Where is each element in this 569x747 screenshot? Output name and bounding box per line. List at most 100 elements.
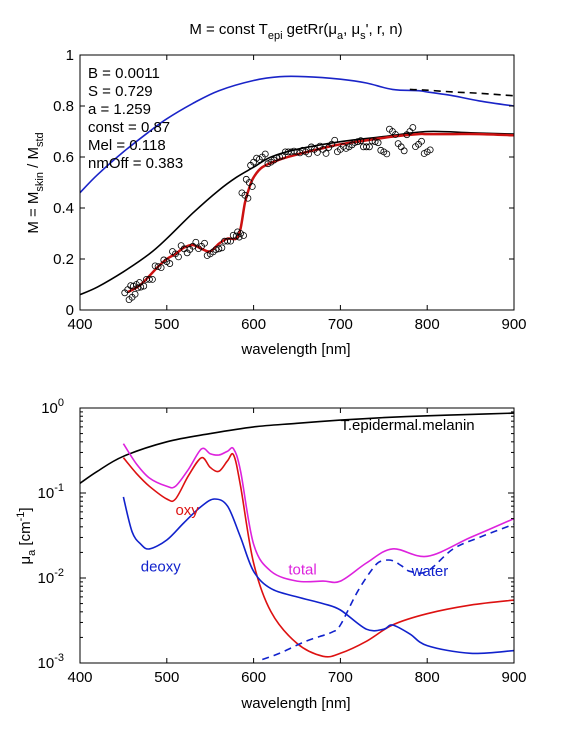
data-point <box>201 239 208 247</box>
y-tick-label: 0.2 <box>53 251 74 268</box>
data-point <box>403 131 411 139</box>
figure-title: M = const Tepi getRr(μa, μs', r, n) <box>189 21 402 42</box>
data-point <box>322 149 330 157</box>
data-point <box>374 139 382 147</box>
data-point <box>121 289 129 297</box>
bottom-plot-area: T.epidermal.melanin oxy deoxy total water 400… <box>38 397 527 686</box>
data-point <box>276 153 284 161</box>
data-point <box>418 137 425 145</box>
x-tick-label: 500 <box>154 669 179 686</box>
data-point <box>325 144 333 151</box>
x-tick-label: 900 <box>501 316 526 333</box>
x-tick-label: 800 <box>415 316 440 333</box>
top-y-axis-label: M = Mskin / Mstd <box>25 132 46 233</box>
series-label: total <box>288 561 316 578</box>
data-point <box>203 252 211 259</box>
data-point <box>235 233 243 241</box>
plot-frame <box>79 407 515 664</box>
data-point <box>360 143 367 151</box>
data-point <box>313 148 321 156</box>
top-plot-area: 400 500 600 700 800 900 0 0.2 0.4 0.6 0.8 1 <box>53 47 526 333</box>
data-point <box>234 228 241 236</box>
oxy-line <box>122 452 514 658</box>
bottom-x-axis-label: wavelength [nm] <box>240 695 350 712</box>
x-tick-label: 600 <box>241 316 266 333</box>
y-tick-label: 10-2 <box>38 567 64 587</box>
data-point <box>218 244 226 252</box>
bottom-y-axis-label: μa [cm-1] <box>15 507 38 564</box>
data-point <box>151 262 159 270</box>
bottom-chart: T.epidermal.melanin oxy deoxy total water 400… <box>15 397 527 712</box>
data-point <box>229 231 237 239</box>
data-point <box>160 256 168 264</box>
data-point <box>383 150 391 158</box>
param-s: S = 0.729 <box>88 83 153 100</box>
series-group <box>80 412 514 661</box>
y-tick-label: 100 <box>41 397 64 417</box>
data-point <box>146 275 153 283</box>
x-tick-label: 600 <box>241 669 266 686</box>
data-point <box>412 143 419 151</box>
data-point <box>426 146 434 154</box>
data-point <box>392 131 399 138</box>
data-point <box>255 155 263 163</box>
data-point <box>177 242 185 250</box>
data-point <box>186 246 194 253</box>
data-point <box>264 160 272 168</box>
data-point <box>221 237 228 245</box>
data-point <box>368 137 376 145</box>
data-point <box>316 142 324 150</box>
param-nmoff: nmOff = 0.383 <box>88 155 183 172</box>
data-point <box>166 260 174 267</box>
data-point <box>305 150 313 158</box>
series-0-line <box>80 75 514 194</box>
data-point <box>192 238 200 246</box>
param-mel: Mel = 0.118 <box>88 137 166 154</box>
series-3-line <box>127 132 514 294</box>
data-point <box>420 150 428 157</box>
data-point <box>400 147 408 155</box>
data-point <box>224 237 231 245</box>
series-label: T.epidermal.melanin <box>340 417 474 434</box>
data-point <box>215 245 223 253</box>
data-point <box>354 138 362 146</box>
data-point <box>331 136 339 144</box>
data-point <box>195 245 202 253</box>
t-epidermal-melanin-line <box>80 412 514 484</box>
data-point <box>125 296 133 304</box>
data-point <box>394 140 402 148</box>
top-chart: 400 500 600 700 800 900 0 0.2 0.4 0.6 0.8 1 B = 0.0… <box>25 47 527 358</box>
param-a: a = 1.259 <box>88 101 151 118</box>
series-label: deoxy <box>141 558 182 575</box>
data-point <box>130 282 137 290</box>
x-tick-label: 700 <box>328 669 353 686</box>
data-point <box>134 284 142 292</box>
data-point <box>131 290 139 298</box>
series-group <box>80 75 514 304</box>
data-point <box>248 183 256 190</box>
data-point <box>175 253 182 261</box>
y-tick-label: 0.8 <box>53 98 74 115</box>
data-point <box>299 146 307 154</box>
y-tick-label: 10-3 <box>38 652 64 672</box>
plot-frame <box>79 54 515 311</box>
top-x-axis-label: wavelength [nm] <box>240 341 350 358</box>
series-2-line <box>80 130 514 296</box>
data-point <box>342 144 350 152</box>
data-point <box>290 147 298 155</box>
x-tick-label: 400 <box>67 669 92 686</box>
y-tick-label: 0.4 <box>53 200 74 217</box>
data-point <box>351 139 359 146</box>
data-point <box>261 150 269 158</box>
x-tick-label: 700 <box>328 316 353 333</box>
data-point <box>137 283 145 291</box>
data-point <box>242 175 250 183</box>
data-point <box>357 137 365 145</box>
x-tick-label: 500 <box>154 316 179 333</box>
data-point <box>273 154 281 162</box>
data-point <box>143 275 150 283</box>
x-tick-label: 900 <box>501 669 526 686</box>
param-b: B = 0.0011 <box>88 65 160 82</box>
data-point <box>154 263 162 271</box>
